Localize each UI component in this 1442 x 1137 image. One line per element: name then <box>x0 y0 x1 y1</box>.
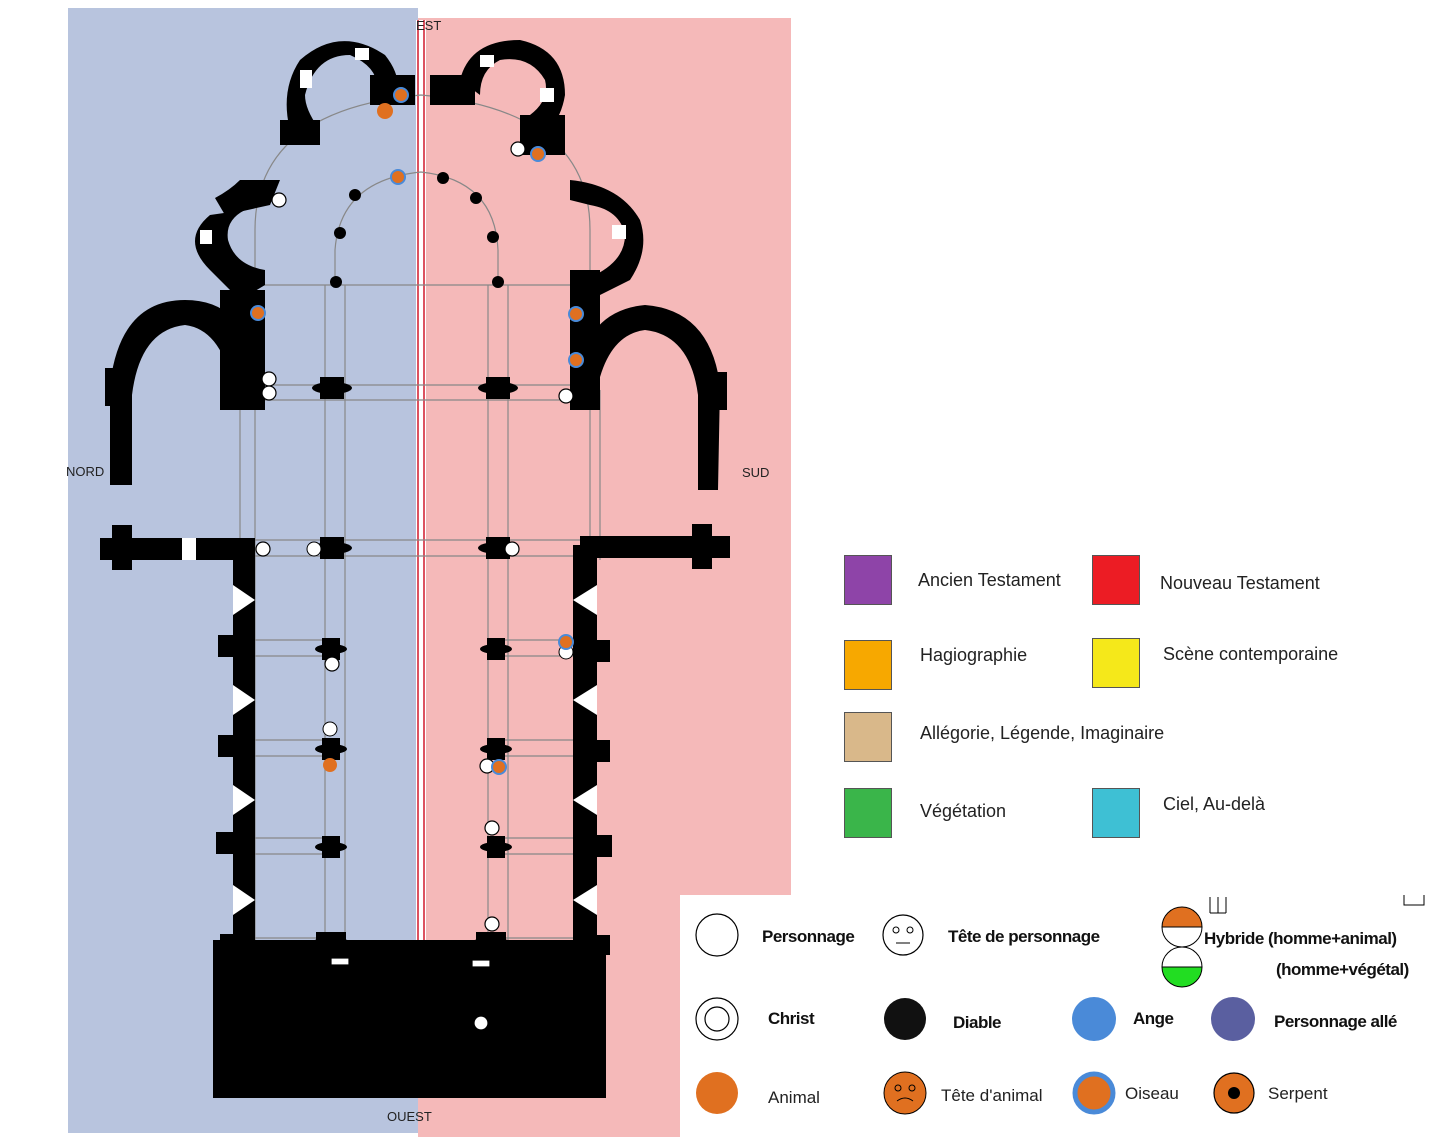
swatch-nouveau-testament <box>1092 555 1140 605</box>
legend-ange: Ange <box>1133 1009 1174 1028</box>
personnage-aile-icon <box>1211 997 1255 1041</box>
legend-label: Végétation <box>920 801 1007 821</box>
compass-east: EST <box>416 18 442 33</box>
legend-label: Scène contemporaine <box>1163 644 1339 664</box>
legend-label: Hagiographie <box>920 645 1028 665</box>
compass-west: OUEST <box>387 1109 432 1124</box>
window-gaps <box>182 48 626 915</box>
compass-north: NORD <box>66 464 105 479</box>
serpent-icon <box>1213 1072 1255 1114</box>
piers <box>309 172 518 956</box>
symbol-legend: Personnage Tête de personnage Hybride (h… <box>680 895 1442 1137</box>
swatch-scene-contemporaine <box>1092 638 1140 688</box>
hybride-homme-animal-icon <box>1161 906 1203 948</box>
oiseau-icon <box>1072 1071 1116 1115</box>
legend-christ: Christ <box>768 1009 815 1028</box>
walls <box>100 40 730 1098</box>
legend-tete-animal: Tête d'animal <box>941 1086 1043 1105</box>
animal-icon <box>696 1072 738 1114</box>
compass-south: SUD <box>742 465 770 480</box>
ange-icon <box>1072 997 1116 1041</box>
legend-diable: Diable <box>953 1013 1002 1032</box>
swatch-vegetation <box>844 788 892 838</box>
hybride-homme-vegetal-icon <box>1161 946 1203 988</box>
color-legend: Ancien Testament Nouveau Testament Hagio… <box>830 540 1380 860</box>
tete-de-personnage-icon <box>882 914 924 956</box>
legend-icons <box>695 895 1425 1115</box>
christ-icon <box>695 997 739 1041</box>
swatch-ancien-testament <box>844 555 892 605</box>
legend-hybride-vegetal: (homme+végétal) <box>1276 960 1409 979</box>
diable-icon <box>884 998 926 1040</box>
legend-tete-personnage: Tête de personnage <box>948 927 1100 946</box>
legend-label: Ciel, Au-delà <box>1163 794 1266 814</box>
legend-personnage-aile: Personnage allé <box>1274 1012 1397 1031</box>
bird-markers <box>250 87 584 775</box>
legend-label: Ancien Testament <box>918 570 1061 590</box>
animal-markers <box>323 103 393 772</box>
swatch-hagiographie <box>844 640 892 690</box>
legend-oiseau: Oiseau <box>1125 1084 1179 1103</box>
legend-label: Allégorie, Légende, Imaginaire <box>920 723 1165 743</box>
central-axis <box>416 20 426 1030</box>
legend-label: Nouveau Testament <box>1160 573 1320 593</box>
white-figure-markers <box>255 141 574 1031</box>
legend-personnage: Personnage <box>762 927 855 946</box>
swatch-ciel <box>1092 788 1140 838</box>
legend-hybride-animal: Hybride (homme+animal) <box>1204 929 1397 948</box>
tete-d-animal-icon <box>883 1071 927 1115</box>
legend-serpent: Serpent <box>1268 1084 1328 1103</box>
legend-animal: Animal <box>768 1088 820 1107</box>
personnage-icon <box>695 913 739 957</box>
swatch-allegorie <box>844 712 892 762</box>
